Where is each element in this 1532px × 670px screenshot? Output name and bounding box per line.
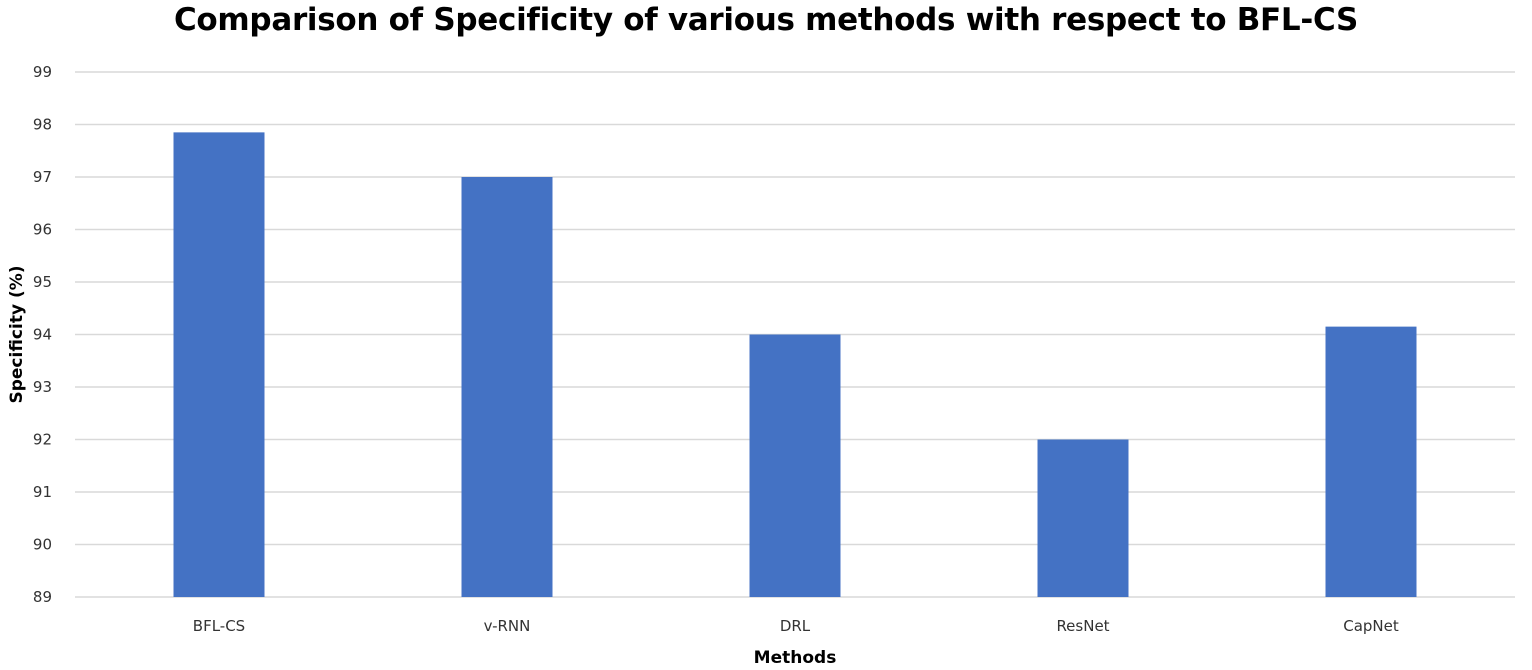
y-tick-label: 98 xyxy=(33,116,52,134)
bar-drl xyxy=(749,334,841,597)
x-tick-label: ResNet xyxy=(1056,617,1109,635)
x-tick-label: DRL xyxy=(780,617,811,635)
y-tick-label: 95 xyxy=(33,273,52,291)
y-axis-title: Specificity (%) xyxy=(7,265,27,403)
x-axis-ticks: BFL-CS v-RNN DRL ResNet CapNet xyxy=(193,617,1399,635)
x-tick-label: v-RNN xyxy=(484,617,531,635)
bar-v-rnn xyxy=(461,177,553,597)
x-tick-label: CapNet xyxy=(1343,617,1399,635)
x-tick-label: BFL-CS xyxy=(193,617,245,635)
y-axis-ticks: 89 90 91 92 93 94 95 96 97 98 99 xyxy=(33,63,52,606)
y-tick-label: 93 xyxy=(33,378,52,396)
bar-bfl-cs xyxy=(173,132,265,597)
chart-title: Comparison of Specificity of various met… xyxy=(173,2,1358,38)
y-tick-label: 91 xyxy=(33,483,52,501)
y-tick-label: 97 xyxy=(33,168,52,186)
y-tick-label: 99 xyxy=(33,63,52,81)
y-tick-label: 92 xyxy=(33,431,52,449)
y-tick-label: 96 xyxy=(33,221,52,239)
bar-capnet xyxy=(1325,326,1417,597)
y-tick-label: 94 xyxy=(33,326,52,344)
bar-resnet xyxy=(1037,439,1129,597)
x-axis-title: Methods xyxy=(754,648,837,668)
y-tick-label: 89 xyxy=(33,588,52,606)
bars xyxy=(173,132,1417,597)
y-tick-label: 90 xyxy=(33,536,52,554)
